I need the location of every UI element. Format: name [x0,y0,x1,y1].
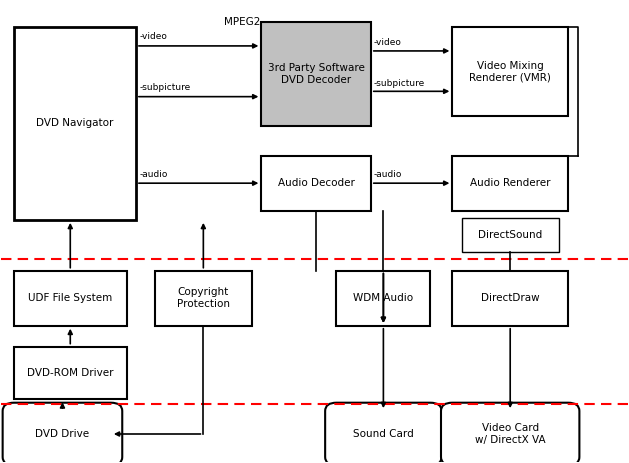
Text: -subpicture: -subpicture [139,83,191,92]
FancyBboxPatch shape [3,403,122,463]
Bar [261,22,371,125]
Bar [462,218,559,252]
Bar [452,270,568,326]
Bar [14,347,126,400]
Text: Sound Card: Sound Card [353,429,414,439]
Text: UDF File System: UDF File System [28,293,113,303]
Text: MPEG2: MPEG2 [224,18,260,27]
Text: -video: -video [139,32,167,41]
Text: -video: -video [374,38,402,47]
Bar [155,270,252,326]
Text: -audio: -audio [139,170,167,180]
Text: 3rd Party Software
DVD Decoder: 3rd Party Software DVD Decoder [267,63,364,85]
Text: Video Mixing
Renderer (VMR): Video Mixing Renderer (VMR) [469,61,551,82]
Bar [14,27,136,220]
Text: DVD Navigator: DVD Navigator [36,119,114,128]
Bar [452,156,568,211]
FancyBboxPatch shape [441,403,579,463]
Text: DirectSound: DirectSound [478,230,542,240]
Bar [452,27,568,116]
Text: DirectDraw: DirectDraw [481,293,540,303]
Text: DVD Drive: DVD Drive [35,429,89,439]
Text: -audio: -audio [374,170,403,180]
FancyBboxPatch shape [325,403,442,463]
Bar [14,270,126,326]
Bar [337,270,430,326]
Bar [261,156,371,211]
Text: Copyright
Protection: Copyright Protection [177,288,230,309]
Text: DVD-ROM Driver: DVD-ROM Driver [27,368,113,378]
Text: WDM Audio: WDM Audio [353,293,413,303]
Text: Video Card
w/ DirectX VA: Video Card w/ DirectX VA [475,423,545,445]
Text: Audio Renderer: Audio Renderer [470,178,550,188]
Text: Audio Decoder: Audio Decoder [277,178,355,188]
Text: -subpicture: -subpicture [374,79,425,88]
